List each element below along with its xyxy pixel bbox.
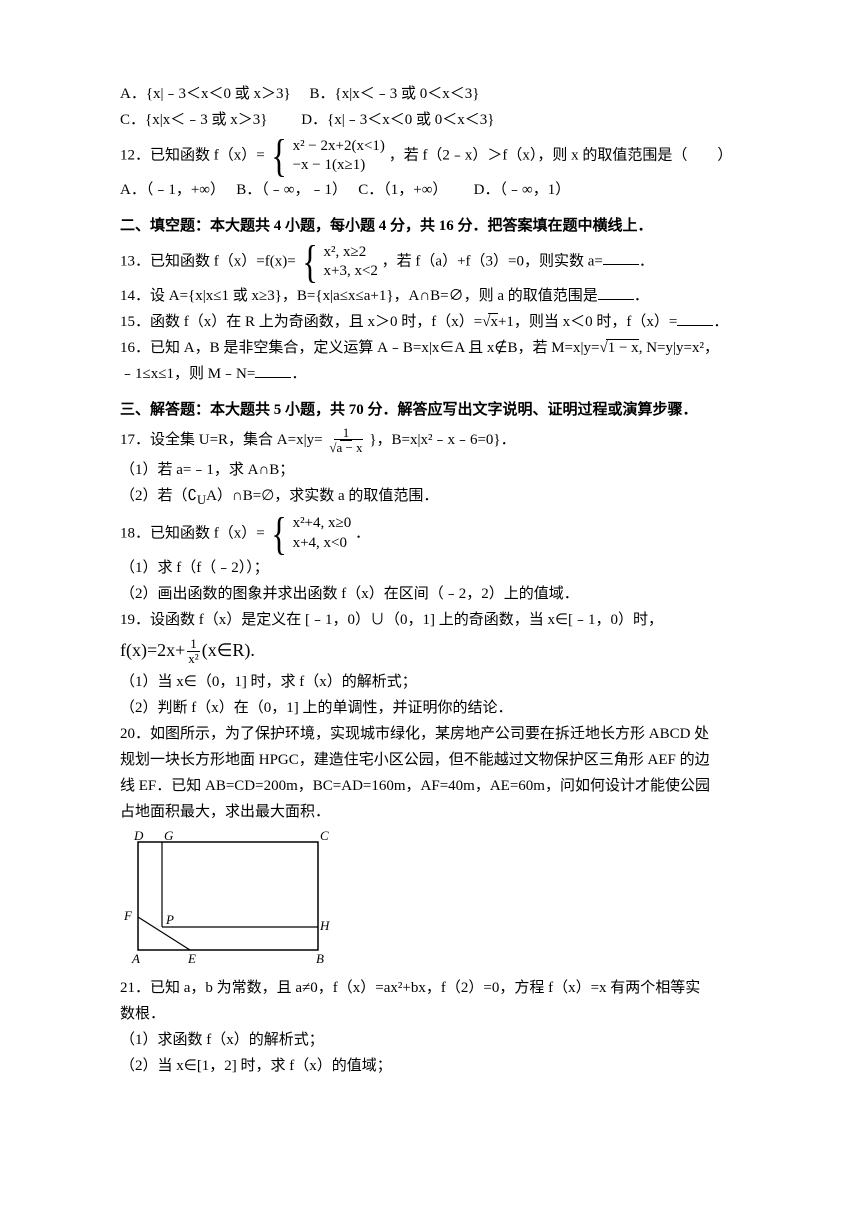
- q19-fx-a: f(x)=2x+: [120, 640, 185, 660]
- q16-text-a: 16．已知 A，B 是非空集合，定义运算 A﹣B=x|x∈A 且 x∉B，若 M…: [120, 340, 599, 356]
- q12-stem-a: 12．已知函数 f（x）=: [120, 147, 265, 163]
- q11-opt-d: D．{x|﹣3＜x＜0 或 0＜x＜3}: [301, 112, 494, 128]
- q12-opt-d: D．（﹣∞，1）: [474, 182, 571, 198]
- label-B: B: [316, 951, 324, 966]
- section2-title: 二、填空题：本大题共 4 小题，每小题 4 分，共 16 分．把答案填在题中横线…: [120, 214, 740, 238]
- q18-piecewise: { x²+4, x≥0 x+4, x<0: [268, 514, 351, 554]
- q21-l1: 21．已知 a，b 为常数，且 a≠0，f（x）=ax²+bx，f（2）=0，方…: [120, 976, 740, 1000]
- q20-svg: D G C F P H A E B: [120, 830, 330, 970]
- q20-l4: 占地面积最大，求出最大面积．: [120, 800, 740, 824]
- q12-opt-a: A．（﹣1，+∞）: [120, 182, 218, 198]
- q17-sub-u: U: [197, 493, 206, 507]
- label-P: P: [165, 912, 174, 927]
- q20-l2: 规划一块长方形地面 HPGC，建造住宅小区公园，但不能越过文物保护区三角形 AE…: [120, 748, 740, 772]
- sqrt-icon: x: [482, 314, 498, 330]
- label-C: C: [320, 830, 329, 843]
- q13-blank: [603, 251, 639, 266]
- q21-l2: 数根．: [120, 1002, 740, 1026]
- q20-diagram: D G C F P H A E B: [120, 830, 740, 970]
- q19-stem: 19．设函数 f（x）是定义在 [﹣1，0）∪（0，1] 上的奇函数，当 x∈[…: [120, 608, 740, 632]
- label-E: E: [187, 951, 196, 966]
- q16-sqrt: 1 − x: [606, 339, 639, 356]
- q12-opt-b: B．（﹣∞，﹣1）: [236, 182, 339, 198]
- section3-title: 三、解答题：本大题共 5 小题，共 70 分．解答应写出文字说明、证明过程或演算…: [120, 398, 740, 422]
- q17-p1: （1）若 a=﹣1，求 A∩B；: [120, 458, 740, 482]
- sqrt-icon: 1 − x: [599, 340, 638, 356]
- q18-p2: （2）画出函数的图象并求出函数 f（x）在区间（﹣2，2）上的值域．: [120, 582, 740, 606]
- q16-text-d: ．: [291, 366, 306, 382]
- q17-stem-a: 17．设全集 U=R，集合 A=x|y=: [120, 432, 323, 448]
- q18-case2: x+4, x<0: [293, 534, 352, 554]
- q17-stem-b: }，B=x|x²﹣x﹣6=0}．: [369, 432, 515, 448]
- q15-blank: [677, 312, 713, 327]
- q20-l1: 20．如图所示，为了保护环境，实现城市绿化，某房地产公司要在拆迁地长方形 ABC…: [120, 722, 740, 746]
- q17-frac-den: a − x: [334, 439, 362, 455]
- q15-text-c: ．: [713, 314, 728, 330]
- sqrt-icon: a − x: [329, 440, 362, 455]
- q14-text-a: 14．设 A={x|x≤1 或 x≥3}，B={x|a≤x≤a+1}，A∩B=∅…: [120, 288, 598, 304]
- q13-stem-b: ，若 f（a）+f（3）=0，则实数 a=: [382, 253, 603, 269]
- label-D: D: [133, 830, 144, 843]
- q18-p1: （1）求 f（f（﹣2））；: [120, 556, 740, 580]
- q16-text-c: ﹣1≤x≤1，则 M﹣N=: [120, 366, 255, 382]
- q13-stem-c: ．: [639, 253, 654, 269]
- q13-case1: x², x≥2: [324, 243, 378, 263]
- q12-piecewise: { x² − 2x+2(x<1) −x − 1(x≥1): [268, 136, 384, 176]
- q16-blank: [255, 364, 291, 379]
- q15-text-a: 15．函数 f（x）在 R 上为奇函数，且 x＞0 时，f（x）=: [120, 314, 482, 330]
- q18-stem-a: 18．已知函数 f（x）=: [120, 525, 265, 541]
- q16-text-b: , N=y|y=x²，: [639, 340, 719, 356]
- label-A: A: [131, 951, 140, 966]
- q15-text-b: +1，则当 x＜0 时，f（x）=: [498, 314, 677, 330]
- q11-opt-c: C．{x|x＜﹣3 或 x＞3}: [120, 112, 267, 128]
- q20-l3: 线 EF．已知 AB=CD=200m，BC=AD=160m，AF=40m，AE=…: [120, 774, 740, 798]
- label-G: G: [164, 830, 174, 843]
- q21-p1: （1）求函数 f（x）的解析式；: [120, 1028, 740, 1052]
- q21-p2: （2）当 x∈[1，2] 时，求 f（x）的值域；: [120, 1054, 740, 1078]
- q11-opt-a: A．{x|﹣3＜x＜0 或 x＞3}: [120, 86, 291, 102]
- q18-stem-b: ．: [355, 525, 370, 541]
- q12-case1: x² − 2x+2(x<1): [293, 137, 385, 157]
- q18-case1: x²+4, x≥0: [293, 514, 352, 534]
- q19-fx-b: (x∈R).: [202, 640, 255, 660]
- q19-p1: （1）当 x∈（0，1] 时，求 f（x）的解析式；: [120, 670, 740, 694]
- q13-piecewise: { x², x≥2 x+3, x<2: [299, 242, 378, 282]
- q12-case2: −x − 1(x≥1): [293, 156, 385, 176]
- q19-p2: （2）判断 f（x）在（0，1] 上的单调性，并证明你的结论．: [120, 696, 740, 720]
- label-F: F: [123, 908, 133, 923]
- label-H: H: [319, 918, 330, 933]
- q19-frac: 1 x²: [185, 637, 201, 667]
- brace-icon: {: [272, 514, 287, 554]
- q12-stem-b: ，若 f（2﹣x）＞f（x），则 x 的取值范围是（ ）: [389, 147, 733, 163]
- brace-icon: {: [303, 242, 318, 282]
- brace-icon: {: [272, 136, 287, 176]
- q13-case2: x+3, x<2: [324, 262, 378, 282]
- q19-frac-num: 1: [187, 637, 200, 652]
- q12-opt-c: C．（1，+∞）: [358, 182, 440, 198]
- q11-opt-b: B．{x|x＜﹣3 或 0＜x＜3}: [310, 86, 480, 102]
- q19-frac-den: x²: [185, 652, 201, 666]
- q17-frac: 1 a − x: [326, 426, 365, 456]
- q14-text-b: ．: [634, 288, 649, 304]
- q15-sqrt: x: [488, 313, 498, 330]
- q14-blank: [598, 286, 634, 301]
- q13-stem-a: 13．已知函数 f（x）=f(x)=: [120, 253, 296, 269]
